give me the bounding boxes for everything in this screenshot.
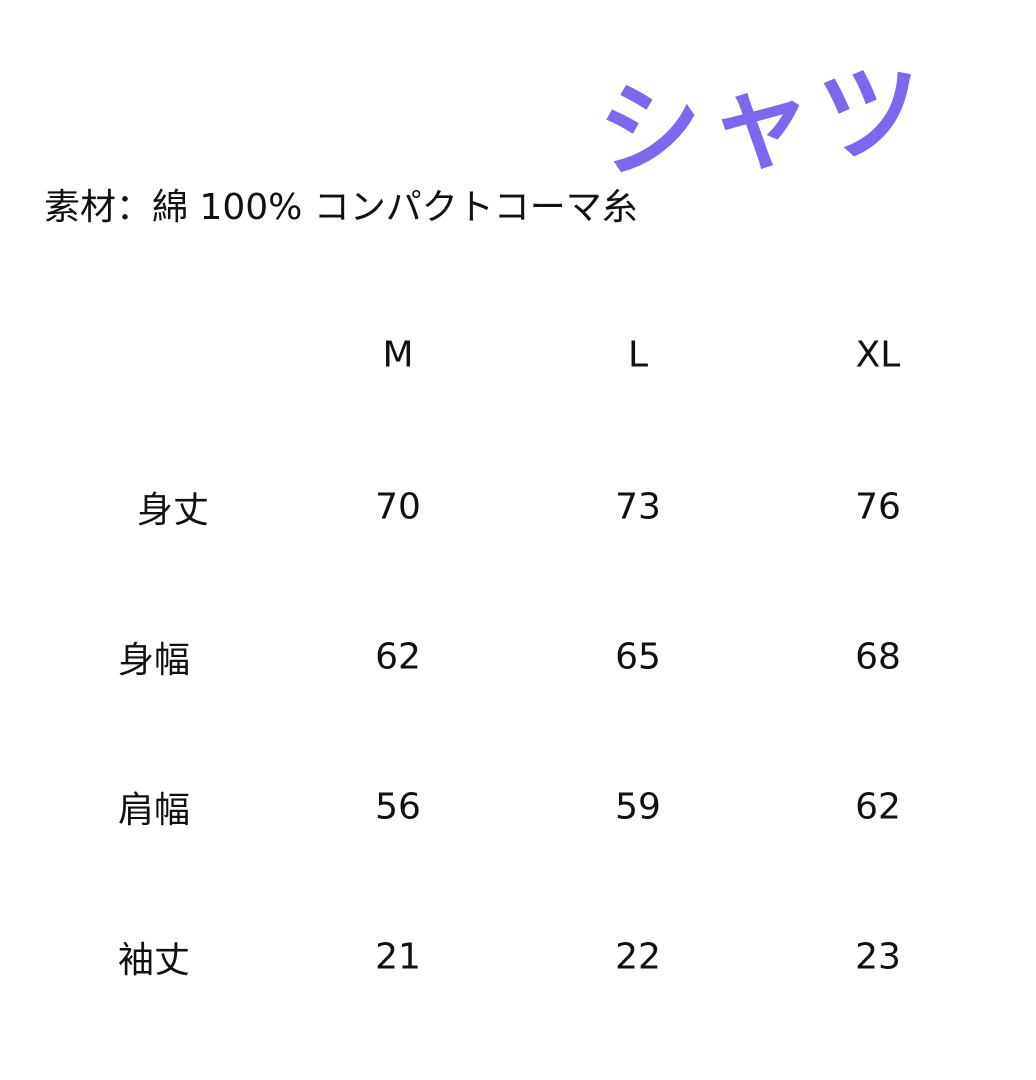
table-cell: 23 (855, 936, 901, 978)
table-cell: 70 (375, 486, 421, 528)
table-cell: 68 (855, 636, 901, 678)
row-label: 身丈 (137, 490, 210, 531)
table-cell: 21 (375, 936, 421, 978)
material-text: 素材：綿 100% コンパクトコーマ糸 (44, 187, 638, 228)
table-cell: 65 (615, 636, 661, 678)
table-cell: 56 (375, 786, 421, 828)
table-cell: 73 (615, 486, 661, 528)
table-cell: 59 (615, 786, 661, 828)
table-cell: 62 (375, 636, 421, 678)
table-cell: 76 (855, 486, 901, 528)
column-header-l: L (627, 334, 649, 376)
table-cell: 22 (615, 936, 661, 978)
column-header-m: M (382, 334, 414, 376)
column-header-xl: XL (855, 334, 901, 376)
row-label: 身幅 (118, 640, 191, 681)
table-cell: 62 (855, 786, 901, 828)
product-title: シャツ (594, 49, 933, 194)
row-label: 袖丈 (118, 940, 191, 981)
row-label: 肩幅 (118, 790, 191, 831)
